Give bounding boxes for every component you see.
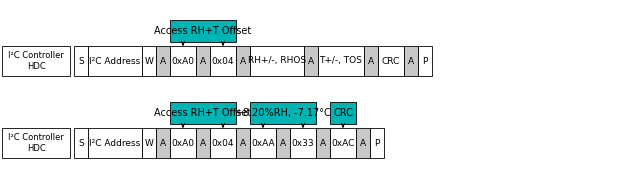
Text: W: W (145, 139, 153, 147)
Bar (356, 128, 370, 158)
Bar (250, 46, 304, 76)
Bar (290, 128, 316, 158)
Text: A: A (240, 56, 246, 65)
Text: A: A (320, 139, 326, 147)
Bar (170, 46, 196, 76)
Bar (318, 46, 364, 76)
Bar (364, 46, 378, 76)
Text: T+/-, TOS: T+/-, TOS (319, 56, 362, 65)
Text: S: S (78, 139, 84, 147)
Bar (88, 128, 142, 158)
Text: CRC: CRC (382, 56, 400, 65)
Bar (418, 46, 432, 76)
Text: W: W (145, 56, 153, 65)
Text: S: S (78, 56, 84, 65)
Bar (250, 128, 276, 158)
Text: P: P (374, 139, 380, 147)
Bar (250, 102, 316, 124)
Bar (210, 128, 236, 158)
Text: +8.20%RH, -7.17°C: +8.20%RH, -7.17°C (235, 108, 331, 118)
Text: A: A (308, 56, 314, 65)
Text: Access RH+T Offset: Access RH+T Offset (155, 108, 252, 118)
Text: A: A (408, 56, 414, 65)
Text: I²C Controller
HDC: I²C Controller HDC (8, 133, 64, 153)
Bar (378, 46, 404, 76)
Bar (370, 128, 384, 158)
Text: A: A (360, 139, 366, 147)
Text: I²C Controller
HDC: I²C Controller HDC (8, 51, 64, 71)
Text: A: A (368, 56, 374, 65)
Text: A: A (240, 139, 246, 147)
Bar (142, 128, 156, 158)
Bar (170, 20, 236, 42)
Text: P: P (423, 56, 428, 65)
Bar (330, 102, 356, 124)
Bar (236, 46, 250, 76)
Bar (74, 128, 88, 158)
Bar (2, 46, 70, 76)
Text: 0x04: 0x04 (212, 139, 234, 147)
Bar (404, 46, 418, 76)
Text: 0xA0: 0xA0 (172, 56, 195, 65)
Text: 0xAA: 0xAA (251, 139, 275, 147)
Bar (142, 46, 156, 76)
Bar (304, 46, 318, 76)
Text: A: A (160, 139, 166, 147)
Bar (196, 46, 210, 76)
Text: 0x33: 0x33 (292, 139, 314, 147)
Text: RH+/-, RHOS: RH+/-, RHOS (248, 56, 306, 65)
Bar (170, 102, 236, 124)
Text: I²C Address: I²C Address (90, 56, 141, 65)
Bar (276, 128, 290, 158)
Bar (330, 128, 356, 158)
Text: I²C Address: I²C Address (90, 139, 141, 147)
Text: 0x04: 0x04 (212, 56, 234, 65)
Bar (74, 46, 88, 76)
Text: 0xA0: 0xA0 (172, 139, 195, 147)
Text: A: A (160, 56, 166, 65)
Text: A: A (280, 139, 286, 147)
Text: A: A (200, 56, 206, 65)
Bar (316, 128, 330, 158)
Bar (170, 128, 196, 158)
Bar (210, 46, 236, 76)
Text: 0xAC: 0xAC (331, 139, 355, 147)
Bar (88, 46, 142, 76)
Text: CRC: CRC (333, 108, 353, 118)
Bar (156, 128, 170, 158)
Text: Access RH+T Offset: Access RH+T Offset (155, 26, 252, 36)
Bar (156, 46, 170, 76)
Bar (2, 128, 70, 158)
Bar (196, 128, 210, 158)
Bar (236, 128, 250, 158)
Text: A: A (200, 139, 206, 147)
